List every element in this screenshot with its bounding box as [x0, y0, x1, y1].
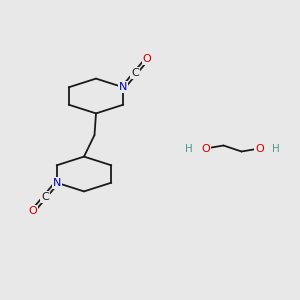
- Text: C: C: [41, 192, 49, 202]
- Text: N: N: [119, 82, 128, 92]
- Text: O: O: [28, 206, 37, 216]
- Text: O: O: [201, 143, 210, 154]
- Text: O: O: [143, 54, 152, 64]
- Text: H: H: [185, 143, 193, 154]
- Text: C: C: [131, 68, 139, 78]
- Text: N: N: [52, 178, 61, 188]
- Text: O: O: [255, 143, 264, 154]
- Text: H: H: [272, 143, 280, 154]
